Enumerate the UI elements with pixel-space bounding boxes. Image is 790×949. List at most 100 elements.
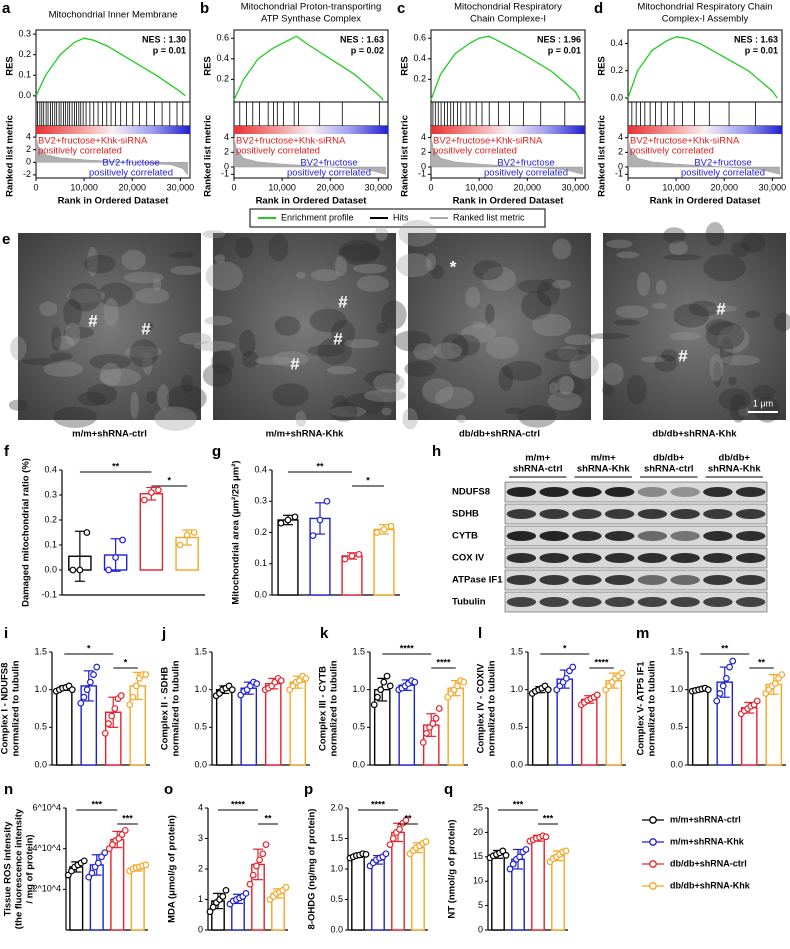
y-tick-label: 6^10^4	[33, 802, 61, 812]
texture	[616, 251, 640, 259]
y-tick-label: 0.3	[44, 489, 57, 499]
chart-title: Chain Complexe-I	[470, 14, 546, 25]
data-point	[183, 531, 191, 539]
data-point	[219, 893, 227, 900]
data-point	[101, 729, 109, 737]
negative-label: positively correlated	[484, 168, 568, 179]
bar	[69, 866, 84, 931]
band	[539, 487, 569, 497]
texture	[344, 339, 380, 349]
y-tick-label: 1.0	[194, 684, 207, 694]
data-point	[83, 686, 91, 694]
texture	[202, 230, 226, 239]
texture	[752, 385, 776, 400]
positive-label: positively correlated	[433, 146, 517, 157]
band	[670, 509, 700, 519]
texture	[166, 384, 207, 413]
data-point	[262, 841, 270, 848]
texture	[557, 346, 580, 361]
nes-label: NES : 1.96	[537, 34, 581, 44]
y-tick-label: 1.0	[34, 684, 47, 694]
nes-label: NES : 1.63	[734, 34, 778, 44]
band	[539, 531, 569, 541]
band	[604, 487, 635, 497]
y-tick-label: 0.2	[216, 74, 229, 84]
panel-letter: g	[212, 443, 221, 460]
bar	[130, 867, 145, 931]
band	[506, 487, 537, 497]
chart-title: Mitochondrial Respiratory	[454, 2, 562, 13]
y-tick-label: 2	[26, 144, 31, 154]
y-tick-label: 20	[473, 827, 483, 837]
band	[637, 487, 668, 497]
texture	[78, 391, 107, 407]
panel-letter: c	[397, 0, 405, 17]
band	[572, 575, 602, 585]
x-tick-label: 30,000	[167, 182, 195, 192]
lane-label: m/m+	[591, 453, 617, 464]
data-point	[69, 566, 77, 574]
data-point	[246, 880, 254, 888]
x-axis-label: Rank in Ordered Dataset	[650, 196, 762, 207]
y-tick-label: 0.5	[330, 894, 343, 904]
y-tick-label: -2	[23, 169, 31, 179]
y-axis-label: Complex I - NDUFS8	[0, 663, 11, 755]
y-axis-label: Complex IV - COXIV	[476, 663, 487, 753]
x-tick-label: 0	[625, 182, 630, 192]
texture	[268, 234, 289, 262]
band	[604, 553, 635, 563]
panel-letter: o	[164, 781, 173, 798]
y-tick-label: 0.0	[194, 759, 207, 769]
texture	[334, 255, 348, 277]
positive-label: BV2+fructose+Khk-siRNA	[433, 136, 543, 147]
data-point	[370, 701, 378, 709]
texture	[21, 358, 63, 366]
y-tick-label: 0.0	[352, 759, 365, 769]
image-label: m/m+shRNA-ctrl	[72, 429, 147, 440]
band	[670, 597, 700, 607]
negative-label: BV2+fructose	[300, 158, 357, 169]
texture	[239, 329, 256, 357]
texture	[142, 352, 153, 375]
y-tick-label: 0.0	[18, 90, 31, 100]
data-point	[112, 554, 120, 561]
band	[637, 553, 668, 563]
bar	[491, 853, 505, 931]
band	[572, 487, 602, 497]
x-tick-label: 0	[33, 182, 38, 192]
chart-title: Complex-I Assembly	[662, 14, 749, 25]
y-tick-label: 0.5	[510, 722, 523, 732]
texture	[338, 239, 380, 266]
data-point	[277, 677, 285, 685]
texture	[63, 326, 94, 339]
texture	[97, 282, 134, 307]
image-label: m/m+shRNA-Khk	[266, 429, 345, 440]
panel-letter: h	[432, 443, 441, 460]
texture	[588, 333, 630, 340]
texture	[307, 344, 346, 357]
y-tick-label: 1.0	[330, 863, 343, 873]
data-point	[111, 705, 119, 712]
panel-letter: l	[478, 625, 482, 642]
data-point	[316, 516, 324, 524]
data-point	[309, 532, 317, 540]
texture	[396, 253, 432, 278]
texture	[272, 351, 309, 367]
protein-label: NDUFS8	[452, 487, 490, 498]
band	[506, 531, 537, 541]
panel-letter: k	[320, 625, 329, 642]
y-tick-label: 2	[198, 863, 203, 873]
blot-strip	[504, 481, 768, 503]
x-tick-label: 10,000	[70, 182, 98, 192]
texture	[51, 326, 62, 351]
protein-label: SDHB	[452, 509, 479, 520]
texture	[719, 336, 734, 366]
texture	[295, 410, 307, 427]
chart-title: Mitochondrial Proton-transporting	[241, 2, 381, 13]
y-axis-label: Mitochondrial area (μm²/25 μm²)	[231, 460, 242, 604]
data-point	[259, 850, 267, 858]
legend-marker	[649, 838, 657, 846]
y-tick-label: 0.0	[44, 564, 57, 574]
texture	[517, 279, 552, 294]
texture	[146, 390, 157, 404]
